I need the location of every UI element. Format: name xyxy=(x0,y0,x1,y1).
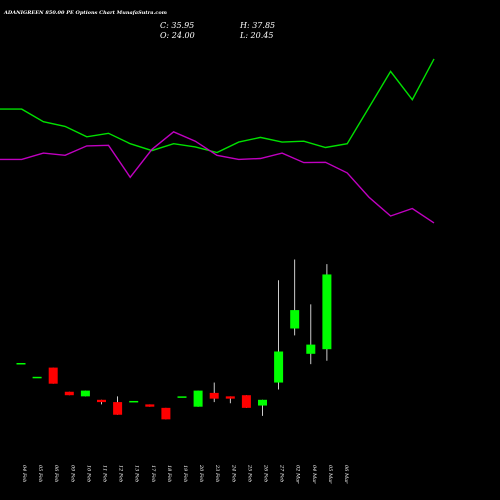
candle-body xyxy=(177,396,187,398)
date-label: 10 Feb xyxy=(85,465,91,482)
candle-body xyxy=(64,391,74,396)
candle-body xyxy=(161,407,171,420)
close-value: C: 35.95 xyxy=(160,21,194,30)
magenta-line xyxy=(0,130,435,224)
candle-body xyxy=(129,400,139,403)
date-label: 05 Mar xyxy=(327,465,333,484)
candle xyxy=(241,395,251,408)
candle-body xyxy=(225,396,235,399)
date-label: 20 Feb xyxy=(198,464,204,482)
candle xyxy=(97,399,106,405)
date-label: 25 Feb xyxy=(246,464,252,482)
date-label: 04 Feb xyxy=(21,465,27,482)
candle-body xyxy=(193,390,203,407)
date-label: 26 Feb xyxy=(263,464,269,482)
indicator-lines xyxy=(0,58,435,224)
candle xyxy=(48,367,58,384)
open-value: O: 24.00 xyxy=(160,31,195,40)
high-value: H: 37.85 xyxy=(239,21,275,30)
candle xyxy=(290,259,300,336)
candle xyxy=(193,390,203,407)
candle-body xyxy=(32,376,42,379)
date-label: 06 Mar xyxy=(343,465,349,484)
candle xyxy=(274,280,284,390)
date-label: 23 Feb xyxy=(214,464,220,482)
chart-title: ADANIGREEN 850.00 PE Options Chart Munaf… xyxy=(3,10,167,16)
candle-body xyxy=(258,399,267,406)
date-label: 04 Mar xyxy=(311,465,317,484)
candle-body xyxy=(97,399,106,403)
candle xyxy=(177,396,187,398)
candle xyxy=(32,376,42,379)
candle xyxy=(80,390,90,397)
low-value: L: 20.45 xyxy=(239,31,273,40)
date-label: 12 Feb xyxy=(118,465,124,482)
candle xyxy=(322,264,332,361)
candlesticks xyxy=(16,259,332,420)
candle-body xyxy=(290,310,300,329)
candle xyxy=(209,382,219,403)
candle-body xyxy=(274,351,284,383)
date-label: 18 Feb xyxy=(166,465,172,482)
candle xyxy=(64,391,74,396)
candle-body xyxy=(80,390,90,397)
candle-body xyxy=(306,344,316,354)
date-axis: 04 Feb 05 Feb 06 Feb 09 Feb 10 Feb 11 Feb 12 F… xyxy=(21,464,349,484)
date-label: 11 Feb xyxy=(102,465,108,482)
candle-body xyxy=(209,392,219,399)
candle xyxy=(113,396,123,415)
date-label: 09 Feb xyxy=(69,465,75,482)
candle xyxy=(161,407,171,420)
candle xyxy=(258,399,267,416)
date-label: 13 Feb xyxy=(134,465,140,482)
date-label: 17 Feb xyxy=(150,465,156,482)
date-label: 19 Feb xyxy=(182,465,188,482)
candle-body xyxy=(113,402,123,415)
candle-body xyxy=(241,395,251,408)
green-line xyxy=(0,58,435,154)
candle-body xyxy=(48,367,58,384)
candle xyxy=(225,396,235,404)
candle xyxy=(306,304,316,365)
date-label: 27 Feb xyxy=(279,464,285,482)
date-label: 05 Feb xyxy=(37,465,43,482)
date-label: 02 Mar xyxy=(295,465,301,484)
candle xyxy=(16,363,26,365)
candle-body xyxy=(16,363,26,365)
candle-body xyxy=(145,404,155,407)
candle xyxy=(145,404,155,407)
date-label: 24 Feb xyxy=(230,464,236,482)
candle-body xyxy=(322,274,332,350)
candle xyxy=(129,400,139,403)
date-label: 06 Feb xyxy=(53,465,59,482)
